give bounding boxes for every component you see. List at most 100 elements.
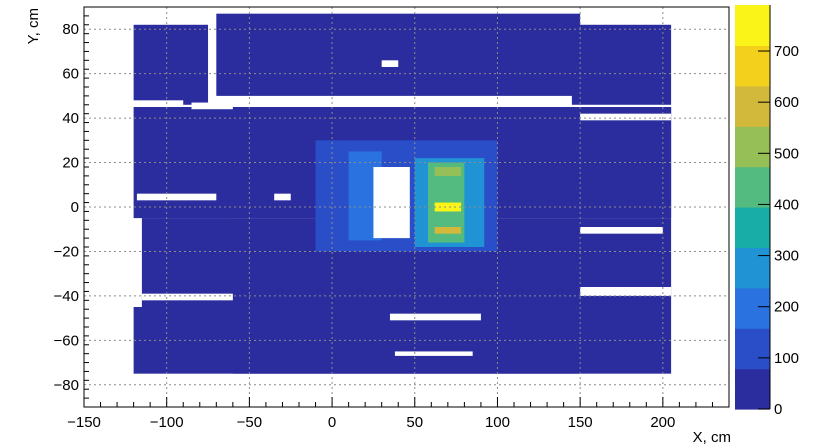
colorbar-bin (735, 295, 770, 305)
colorbar-bin (735, 271, 770, 281)
x-axis-title: X, cm (693, 429, 731, 446)
coverage-gap (191, 102, 233, 110)
x-tick-label: 100 (485, 414, 510, 431)
colorbar-bin (735, 174, 770, 184)
colorbar-bin (735, 360, 770, 370)
colorbar-bin (735, 29, 770, 38)
colorbar-tick-label: 0 (774, 401, 782, 418)
coverage-region (133, 24, 209, 105)
colorbar-bin (735, 101, 770, 111)
coverage-gap (373, 167, 410, 239)
colorbar-bin (735, 77, 770, 87)
colorbar-bin (735, 328, 770, 337)
colorbar-bin (735, 320, 770, 329)
coverage-gap (141, 293, 233, 301)
colorbar-bin (735, 45, 770, 55)
coverage-gap (394, 351, 473, 356)
colorbar-bin (735, 142, 770, 152)
coverage-gap (381, 60, 399, 67)
colorbar-bin (735, 336, 770, 345)
x-tick-label: 150 (568, 414, 593, 431)
colorbar-bin (735, 61, 770, 71)
colorbar-bin (735, 231, 770, 240)
colorbar-bin (735, 126, 770, 135)
plot-frame (83, 6, 730, 408)
colorbar-tick-label: 400 (774, 196, 799, 213)
grid-lines (84, 7, 729, 407)
y-tick-label: −20 (54, 243, 79, 260)
colorbar-bin (735, 93, 770, 103)
coverage-gap (130, 100, 184, 107)
colorbar-bin (735, 263, 770, 273)
colorbar-bin (735, 5, 770, 14)
y-tick-label: −40 (54, 288, 79, 305)
coverage-gap (274, 193, 291, 201)
x-tick-label: 50 (406, 414, 423, 431)
colorbar-bin (735, 85, 770, 95)
x-tick-label: −50 (237, 414, 262, 431)
colorbar-bin (735, 287, 770, 297)
colorbar-bin (735, 215, 770, 224)
colorbar-bin (735, 223, 770, 232)
y-axis-title: Y, cm (25, 8, 42, 44)
x-tick-label: 200 (650, 414, 675, 431)
colorbar-bin (735, 21, 770, 30)
colorbar-bin (735, 182, 770, 192)
coverage-gap (389, 313, 481, 321)
colorbar-tick-label: 200 (774, 299, 799, 316)
y-tick-label: −80 (54, 377, 79, 394)
colorbar-bin (735, 134, 770, 143)
colorbar-bin (735, 207, 770, 216)
colorbar-bin (735, 303, 770, 313)
colorbar-bin (735, 344, 770, 354)
colorbar-bin (735, 198, 770, 208)
colorbar-bin (735, 110, 770, 119)
colorbar-bin (735, 166, 770, 176)
intensity-hotspot (434, 227, 462, 234)
colorbar-bin (735, 150, 770, 160)
colorbar-bin (735, 392, 770, 402)
intensity-hotspot (434, 167, 462, 176)
y-axis-ticks: −80 −60 −40 −20 0 20 40 60 80 (54, 6, 89, 408)
coverage-gap (580, 113, 672, 121)
colorbar-bin (735, 239, 770, 248)
y-tick-label: 80 (62, 21, 79, 38)
colorbar-bin (735, 384, 770, 394)
colorbar: 0 100 200 300 400 500 600 700 (735, 5, 799, 418)
colorbar-bin (735, 279, 770, 289)
colorbar-bin (735, 400, 770, 410)
colorbar-tick-label: 300 (774, 248, 799, 265)
colorbar-bin (735, 118, 770, 127)
colorbar-tick-label: 600 (774, 94, 799, 111)
colorbar-bin (735, 368, 770, 378)
colorbar-tick-label: 100 (774, 350, 799, 367)
x-tick-label: 0 (328, 414, 336, 431)
y-tick-label: 60 (62, 66, 79, 83)
x-tick-label: −100 (150, 414, 184, 431)
colorbar-bin (735, 255, 770, 265)
colorbar-bin (735, 69, 770, 79)
colorbar-bin (735, 312, 770, 321)
colorbar-bin (735, 13, 770, 22)
colorbar-tick-label: 500 (774, 145, 799, 162)
coverage-gap (136, 193, 217, 201)
colorbar-tick-label: 700 (774, 43, 799, 60)
colorbar-bin (735, 190, 770, 200)
colorbar-bin (735, 158, 770, 168)
y-tick-label: 20 (62, 155, 79, 172)
colorbar-bin (735, 376, 770, 386)
y-tick-label: −60 (54, 332, 79, 349)
colorbar-bin (735, 37, 770, 46)
y-tick-label: 40 (62, 110, 79, 127)
coverage-gap (580, 287, 672, 296)
x-axis-ticks: −150 −100 −50 0 50 100 150 200 (67, 397, 730, 431)
x-tick-label: −150 (67, 414, 101, 431)
y-tick-label: 0 (71, 199, 79, 216)
coverage-region (216, 13, 581, 96)
colorbar-bin (735, 247, 770, 257)
colorbar-bin (735, 53, 770, 63)
coverage-region (571, 24, 672, 105)
colorbar-bin (735, 352, 770, 362)
coverage-region (133, 107, 233, 219)
